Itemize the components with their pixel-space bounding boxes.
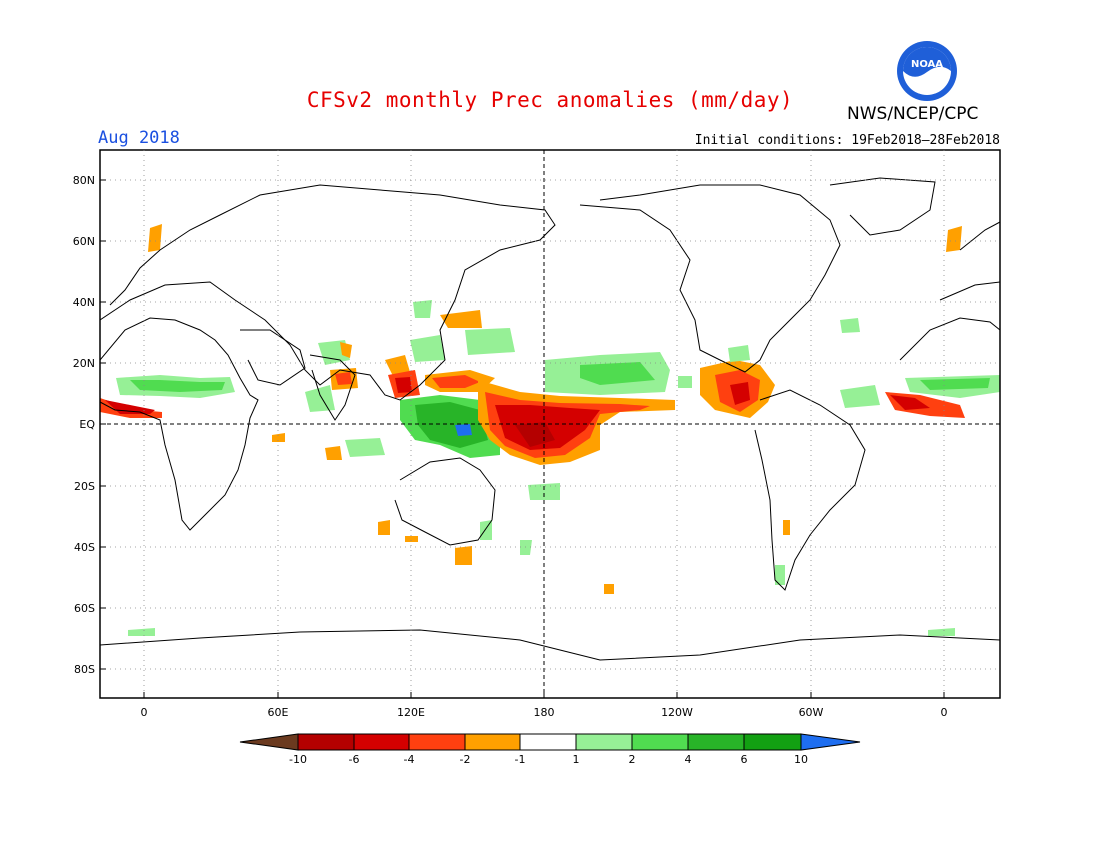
lon-label-0: 0 <box>141 706 148 719</box>
lat-label-40n: 40N <box>73 296 95 309</box>
valid-month: Aug 2018 <box>98 128 180 148</box>
colorbar-swatch-1 <box>297 733 355 751</box>
lat-label-20n: 20N <box>73 357 95 370</box>
colorbar-swatch-9 <box>743 733 802 751</box>
lat-label-80n: 80N <box>73 174 95 187</box>
tick-marks <box>100 179 945 698</box>
colorbar-label: -6 <box>349 753 360 766</box>
colorbar-label: 1 <box>573 753 580 766</box>
coastlines <box>100 177 1000 661</box>
colorbar-label: -4 <box>404 753 415 766</box>
colorbar-label: -10 <box>289 753 307 766</box>
colorbar-swatch-8 <box>687 733 745 751</box>
colorbar-swatch-6 <box>575 733 633 751</box>
colorbar-label: 10 <box>794 753 808 766</box>
lon-label-120w: 120W <box>661 706 693 719</box>
lat-label-80s: 80S <box>74 663 95 676</box>
colorbar-label: -1 <box>515 753 526 766</box>
initial-conditions: Initial conditions: 19Feb2018–28Feb2018 <box>694 133 1000 148</box>
lon-label-180: 180 <box>534 706 555 719</box>
lat-label-60s: 60S <box>74 602 95 615</box>
chart-title: CFSv2 monthly Prec anomalies (mm/day) <box>306 88 794 112</box>
colorbar-label: 6 <box>741 753 748 766</box>
lat-label-40s: 40S <box>74 541 95 554</box>
lat-label-20s: 20S <box>74 480 95 493</box>
colorbar-swatch-2 <box>353 733 410 751</box>
colorbar-swatch-4 <box>464 733 521 751</box>
gridlines <box>100 150 1000 698</box>
lon-label-120e: 120E <box>397 706 425 719</box>
colorbar-swatch-7 <box>631 733 689 751</box>
lon-label-60w: 60W <box>799 706 824 719</box>
colorbar-swatch-5 <box>519 733 577 751</box>
colorbar-swatch-10 <box>800 733 861 751</box>
anomaly-shading <box>100 224 1000 636</box>
agency-label: NWS/NCEP/CPC <box>847 104 979 124</box>
colorbar-swatch-3 <box>408 733 466 751</box>
colorbar-label: -2 <box>460 753 471 766</box>
colorbar-label: 4 <box>685 753 692 766</box>
colorbar-label: 2 <box>629 753 636 766</box>
lon-label-0-right: 0 <box>941 706 948 719</box>
colorbar-swatch-0 <box>239 733 299 751</box>
noaa-logo: NOAA <box>897 41 957 101</box>
colorbar <box>239 733 861 751</box>
noaa-logo-text: NOAA <box>911 59 943 70</box>
lon-label-60e: 60E <box>268 706 289 719</box>
lat-label-60n: 60N <box>73 235 95 248</box>
lat-label-eq: EQ <box>79 418 95 431</box>
